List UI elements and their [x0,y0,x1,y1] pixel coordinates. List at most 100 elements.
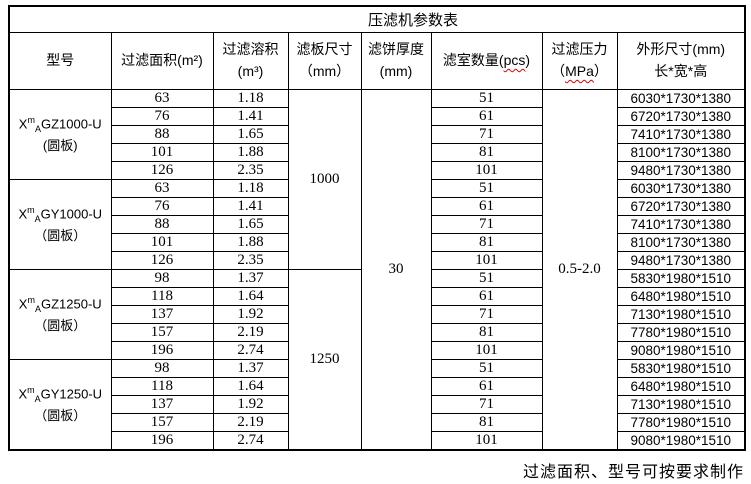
area-cell: 63 [110,179,214,198]
model-name: XmAGZ1000-U [10,114,110,136]
table-row: 137 1.92 71 7130*1980*1510 [9,395,746,414]
dims-cell: 7410*1730*1380 [616,215,746,234]
header-plate-size-line1: 滤板尺寸 [296,41,353,58]
plate-size-1250-cell: 1250 [287,269,362,451]
area-cell: 101 [110,143,214,162]
table-row: XmAGZ1000-U (圆板) 63 1.18 1000 30 51 0.5-… [8,89,746,451]
header-chamber-count-text: 滤室数量( [442,52,504,69]
area-cell: 76 [110,107,214,126]
chambers-cell: 81 [430,413,543,432]
area-cell: 63 [110,89,214,108]
dims-cell: 9480*1730*1380 [616,161,746,180]
volume-cell: 2.74 [212,341,289,360]
volume-cell: 1.18 [212,89,289,108]
model-plate-type: （圆板） [34,227,87,243]
volume-cell: 2.74 [212,431,289,451]
volume-cell: 1.88 [212,233,289,252]
area-cell: 126 [110,251,214,270]
dims-cell: 8100*1730*1380 [616,233,746,252]
volume-cell: 1.65 [212,215,289,234]
area-cell: 101 [110,233,214,252]
model-code: GY1000-U [40,205,103,221]
volume-cell: 1.37 [212,269,289,288]
dims-cell: 7780*1980*1510 [616,413,746,432]
volume-cell: 1.18 [212,179,289,198]
model-superscript: m [27,294,35,305]
header-plate-size-line2: （mm） [298,63,351,79]
dims-cell: 6480*1980*1510 [616,287,746,306]
header-filter-volume-line1: 过滤溶积 [222,41,279,58]
model-cell-gz1250: XmAGZ1250-U （圆板） [8,269,112,360]
header-filter-volume-line2: (m³) [237,63,264,79]
dims-cell: 9080*1980*1510 [616,341,746,360]
volume-cell: 1.88 [212,143,289,162]
dims-cell: 5830*1980*1510 [616,359,746,378]
chambers-cell: 71 [430,215,543,234]
area-cell: 157 [110,413,214,432]
table-row: 137 1.92 71 7130*1980*1510 [9,305,746,324]
header-cake-thickness: 滤饼厚度 (mm) [360,32,432,90]
header-filter-pressure: 过滤压力 （MPa） [541,32,618,90]
area-cell: 88 [110,125,214,144]
header-chamber-unit-spellcheck: pcs [503,52,526,69]
model-name: XmAGZ1250-U [10,294,110,316]
cake-thickness-cell: 30 [360,89,432,451]
header-pressure-open: （ [551,63,566,79]
header-cake-thickness-line1: 滤饼厚度 [368,41,424,58]
model-series: X [18,385,28,401]
chambers-cell: 51 [430,179,543,198]
dims-cell: 6480*1980*1510 [616,377,746,396]
table-row: 157 2.19 81 7780*1980*1510 [9,323,746,342]
table-row: 196 2.74 101 9080*1980*1510 [9,341,746,360]
chambers-cell: 71 [430,395,543,414]
chambers-cell: 61 [430,107,543,126]
header-model: 型号 [8,32,112,90]
chambers-cell: 81 [430,143,543,162]
dims-cell: 6030*1730*1380 [616,179,746,198]
dims-cell: 6720*1730*1380 [616,197,746,216]
model-subscript: A [34,303,41,314]
volume-cell: 2.19 [212,413,289,432]
area-cell: 88 [110,215,214,234]
model-name: XmAGY1000-U [10,204,110,226]
chambers-cell: 101 [430,161,543,180]
parameter-table: 压滤机参数表 型号 过滤面积(m²) 过滤溶积 (m³) 滤板尺寸 （mm） 滤… [8,5,747,451]
volume-cell: 2.35 [212,161,289,180]
chambers-cell: 61 [430,377,543,396]
chambers-cell: 101 [430,431,543,451]
area-cell: 118 [110,287,214,306]
area-cell: 98 [110,359,214,378]
chambers-cell: 101 [430,251,543,270]
area-cell: 118 [110,377,214,396]
model-series: X [18,115,28,131]
table-row: 126 2.35 101 9480*1730*1380 [9,161,746,180]
dims-cell: 9480*1730*1380 [616,251,746,270]
dims-cell: 7130*1980*1510 [616,395,746,414]
table-row: 88 1.65 71 7410*1730*1380 [9,125,746,144]
header-filter-pressure-line1: 过滤压力 [551,41,608,58]
table-row: 157 2.19 81 7780*1980*1510 [9,413,746,432]
area-cell: 196 [110,431,214,451]
model-code: GY1250-U [40,385,103,401]
chambers-cell: 81 [430,323,543,342]
table-row: 76 1.41 61 6720*1730*1380 [9,197,746,216]
header-outer-dimensions-line1: 外形尺寸(mm) [636,41,726,58]
dims-cell: 9080*1980*1510 [616,431,746,451]
volume-cell: 1.65 [212,125,289,144]
model-series: X [18,295,28,311]
chambers-cell: 51 [430,269,543,288]
volume-cell: 1.41 [212,107,289,126]
area-cell: 196 [110,341,214,360]
pressure-cell: 0.5-2.0 [541,89,618,451]
header-outer-dimensions-line2: 长*宽*高 [654,63,708,79]
model-name: XmAGY1250-U [10,384,110,406]
header-cake-thickness-line2: (mm) [379,63,413,79]
model-cell-gz1000: XmAGZ1000-U (圆板) [8,89,112,180]
volume-cell: 1.64 [212,377,289,396]
chambers-cell: 101 [430,341,543,360]
model-subscript: A [34,393,41,404]
model-plate-type: （圆板） [34,317,87,333]
area-cell: 76 [110,197,214,216]
header-filter-area: 过滤面积(m²) [110,32,214,90]
